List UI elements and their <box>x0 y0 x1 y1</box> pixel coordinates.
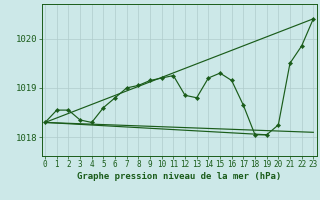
X-axis label: Graphe pression niveau de la mer (hPa): Graphe pression niveau de la mer (hPa) <box>77 172 281 181</box>
